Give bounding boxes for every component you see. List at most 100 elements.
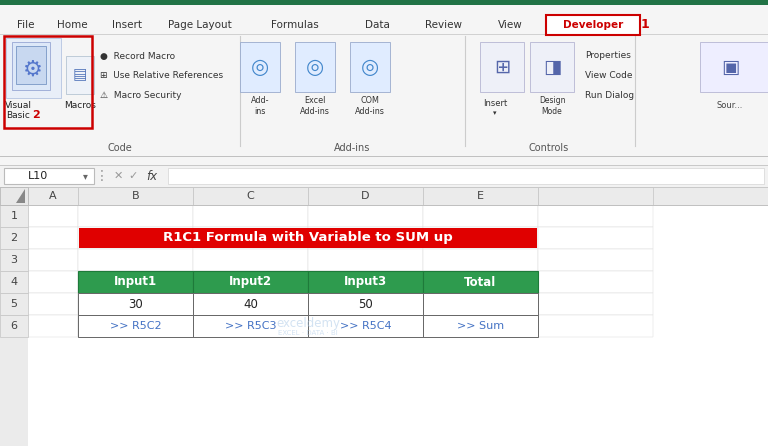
- Bar: [0, 187, 768, 205]
- Text: >> Sum: >> Sum: [457, 321, 504, 331]
- Bar: [423, 205, 538, 227]
- Text: 5: 5: [11, 299, 18, 309]
- Text: Basic: Basic: [6, 111, 30, 120]
- Bar: [193, 315, 308, 337]
- Bar: [78, 315, 193, 337]
- Text: 2: 2: [32, 110, 40, 120]
- Bar: [538, 249, 653, 271]
- Bar: [78, 293, 193, 315]
- Text: E: E: [477, 191, 484, 201]
- Text: Sour...: Sour...: [717, 102, 743, 111]
- Text: Input1: Input1: [114, 276, 157, 289]
- Text: Review: Review: [425, 20, 462, 30]
- Bar: [0, 205, 28, 227]
- Text: A: A: [49, 191, 57, 201]
- Bar: [12, 42, 50, 90]
- Bar: [193, 293, 308, 315]
- Bar: [28, 205, 78, 227]
- Text: C: C: [247, 191, 254, 201]
- Bar: [308, 315, 423, 337]
- Bar: [308, 293, 423, 315]
- Bar: [538, 315, 653, 337]
- Text: Home: Home: [57, 20, 88, 30]
- Bar: [0, 315, 28, 337]
- Text: 3: 3: [11, 255, 18, 265]
- Text: Formulas: Formulas: [271, 20, 319, 30]
- Text: Run Dialog: Run Dialog: [585, 91, 634, 100]
- Text: Excel
Add-ins: Excel Add-ins: [300, 96, 330, 116]
- Bar: [308, 293, 423, 315]
- Text: EXCEL · DATA · BI: EXCEL · DATA · BI: [278, 330, 338, 336]
- Bar: [16, 46, 46, 84]
- Text: ⋮: ⋮: [95, 169, 109, 183]
- Bar: [0, 249, 28, 271]
- Text: Insert: Insert: [483, 99, 507, 108]
- Bar: [480, 42, 524, 92]
- Bar: [538, 293, 653, 315]
- Bar: [538, 205, 653, 227]
- Bar: [308, 271, 423, 293]
- Text: File: File: [17, 20, 35, 30]
- Bar: [0, 227, 28, 249]
- Text: >> R5C4: >> R5C4: [339, 321, 392, 331]
- Text: Insert: Insert: [112, 20, 142, 30]
- Text: Add-
ins: Add- ins: [250, 96, 270, 116]
- Bar: [240, 42, 280, 92]
- Text: Page Layout: Page Layout: [168, 20, 232, 30]
- Text: L10: L10: [28, 171, 48, 181]
- Text: ◎: ◎: [361, 57, 379, 77]
- Text: ◨: ◨: [543, 58, 561, 77]
- Bar: [0, 293, 28, 315]
- Bar: [295, 42, 335, 92]
- Bar: [308, 271, 423, 293]
- Bar: [538, 227, 653, 249]
- Text: View: View: [498, 20, 522, 30]
- Bar: [78, 271, 193, 293]
- Bar: [28, 271, 78, 293]
- Text: R1C1 Formula with Variable to SUM up: R1C1 Formula with Variable to SUM up: [163, 231, 453, 244]
- Bar: [193, 227, 308, 249]
- Bar: [6, 38, 61, 98]
- Text: ▣: ▣: [721, 58, 739, 77]
- Bar: [423, 293, 538, 315]
- Text: Properties: Properties: [585, 51, 631, 61]
- Bar: [78, 249, 193, 271]
- Text: ▾: ▾: [83, 171, 88, 181]
- Bar: [193, 271, 308, 293]
- Bar: [4, 36, 92, 128]
- Bar: [308, 187, 423, 205]
- Text: ⊞  Use Relative References: ⊞ Use Relative References: [100, 71, 223, 80]
- Bar: [28, 249, 78, 271]
- Bar: [193, 293, 308, 315]
- Bar: [423, 293, 538, 315]
- Bar: [308, 205, 423, 227]
- Text: Macros: Macros: [64, 102, 96, 111]
- Bar: [530, 42, 574, 92]
- Text: 4: 4: [11, 277, 18, 287]
- Bar: [0, 271, 28, 293]
- Text: 6: 6: [11, 321, 18, 331]
- Bar: [423, 249, 538, 271]
- Bar: [66, 56, 94, 94]
- Text: Input2: Input2: [229, 276, 272, 289]
- Bar: [28, 187, 78, 205]
- Bar: [308, 227, 423, 249]
- Bar: [423, 271, 538, 293]
- Text: 40: 40: [243, 297, 258, 310]
- Bar: [350, 42, 390, 92]
- Bar: [4, 168, 94, 184]
- Text: Total: Total: [465, 276, 497, 289]
- Text: ✓: ✓: [128, 171, 137, 181]
- Text: D: D: [361, 191, 369, 201]
- Text: ⚙: ⚙: [23, 60, 43, 80]
- Bar: [78, 315, 193, 337]
- Bar: [28, 227, 78, 249]
- Bar: [168, 168, 764, 184]
- Bar: [700, 42, 768, 92]
- Bar: [78, 227, 193, 249]
- Text: 1: 1: [641, 18, 650, 32]
- Polygon shape: [16, 189, 25, 203]
- Bar: [193, 205, 308, 227]
- Bar: [79, 228, 537, 248]
- Text: fx: fx: [147, 169, 157, 182]
